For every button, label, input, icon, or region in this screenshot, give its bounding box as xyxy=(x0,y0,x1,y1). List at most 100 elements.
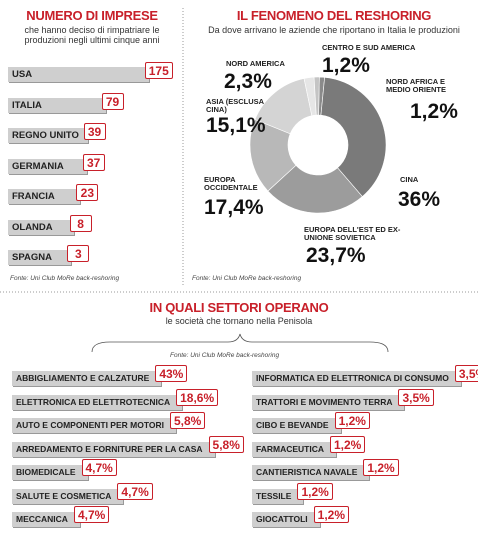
value-label: 1,2% xyxy=(297,482,333,500)
chart-title: IL FENOMENO DEL RESHORING xyxy=(236,8,432,23)
value-label: 4,7% xyxy=(81,459,117,476)
category-label: INFORMATICA ED ELETTRONICA DI CONSUMO xyxy=(256,373,449,383)
slice-label: NORD AFRICA E MEDIO ORIENTE xyxy=(386,77,447,94)
category-label: GERMANIA xyxy=(12,160,64,172)
bar-row: AUTO E COMPONENTI PER MOTORI 5,8% xyxy=(12,412,206,434)
bar: GIOCATTOLI xyxy=(252,512,320,527)
slice-label: NORD AMERICA xyxy=(226,59,285,68)
bar-row: GIOCATTOLI 1,2% xyxy=(252,506,349,528)
category-label: MECCANICA xyxy=(16,514,68,524)
pie-slice xyxy=(267,164,363,214)
bar-row: TESSILE 1,2% xyxy=(252,482,333,505)
chart-title: IN QUALI SETTORI OPERANO xyxy=(149,300,329,315)
slice-value: 36% xyxy=(398,188,441,211)
bar-row: CANTIERISTICA NAVALE 1,2% xyxy=(252,459,399,481)
bar: INFORMATICA ED ELETTRONICA DI CONSUMO xyxy=(252,371,461,386)
category-label: GIOCATTOLI xyxy=(256,514,308,524)
bar: ITALIA xyxy=(8,97,106,113)
value-label: 3 xyxy=(67,245,90,262)
value-label: 5,8% xyxy=(169,412,206,429)
category-label: FRANCIA xyxy=(12,191,55,202)
category-label: ABBIGLIAMENTO E CALZATURE xyxy=(16,373,150,383)
bar: USA xyxy=(8,67,149,82)
category-label: SPAGNA xyxy=(12,252,52,263)
bar-row: FARMACEUTICA 1,2% xyxy=(252,435,366,458)
value-label: 43% xyxy=(155,365,188,382)
category-label: TESSILE xyxy=(256,490,292,501)
value-label: 3,5% xyxy=(454,365,478,382)
slice-label: CINA xyxy=(400,175,419,184)
value-label: 23 xyxy=(76,184,99,201)
bar-row: TRATTORI E MOVIMENTO TERRA 3,5% xyxy=(252,388,434,411)
slice-label: CENTRO E SUD AMERICA xyxy=(322,43,416,52)
bar: OLANDA xyxy=(8,219,74,235)
bar: ELETTRONICA ED ELETTROTECNICA xyxy=(12,394,183,410)
bar-row: BIOMEDICALE 4,7% xyxy=(12,459,117,481)
value-label: 175 xyxy=(144,62,173,79)
source: Fonte: Uni Club MoRe back-reshoring xyxy=(170,352,280,359)
category-label: AUTO E COMPONENTI PER MOTORI xyxy=(16,420,164,430)
bar: BIOMEDICALE xyxy=(12,465,88,480)
value-label: 37 xyxy=(82,153,105,171)
bar: ABBIGLIAMENTO E CALZATURE xyxy=(12,371,162,386)
category-label: BIOMEDICALE xyxy=(16,467,76,477)
source: Fonte: Uni Club MoRe back-reshoring xyxy=(10,275,120,282)
bar: ARREDAMENTO E FORNITURE PER LA CASA xyxy=(12,441,215,457)
bar: FARMACEUTICA xyxy=(252,441,336,457)
bar: REGNO UNITO xyxy=(8,128,88,143)
category-label: ELETTRONICA ED ELETTROTECNICA xyxy=(16,396,171,407)
category-label: SALUTE E COSMETICA xyxy=(16,490,112,501)
value-label: 8 xyxy=(69,214,92,232)
chart-subtitle: Da dove arrivano le aziende che riportan… xyxy=(208,25,460,35)
value-label: 79 xyxy=(101,92,124,110)
bar: AUTO E COMPONENTI PER MOTORI xyxy=(12,418,176,433)
category-label: TRATTORI E MOVIMENTO TERRA xyxy=(256,396,393,407)
value-label: 18,6% xyxy=(176,388,219,406)
bar-row: MECCANICA 4,7% xyxy=(12,506,110,528)
value-label: 1,2% xyxy=(330,435,366,453)
source: Fonte: Uni Club MoRe back-reshoring xyxy=(192,275,302,282)
value-label: 4,7% xyxy=(117,482,153,500)
value-label: 5,8% xyxy=(208,435,244,453)
pie-slice xyxy=(313,76,320,116)
slice-label: ASIA (ESCLUSA CINA) xyxy=(206,97,264,114)
slice-value: 1,2% xyxy=(410,100,458,123)
slice-label: EUROPA DELL'EST ED EX-UNIONE SOVIETICA xyxy=(304,225,401,242)
category-label: ARREDAMENTO E FORNITURE PER LA CASA xyxy=(16,443,203,454)
category-label: ITALIA xyxy=(12,99,42,111)
category-label: OLANDA xyxy=(12,221,53,233)
slice-value: 15,1% xyxy=(206,114,266,137)
bar: GERMANIA xyxy=(8,158,87,174)
bar-row: ABBIGLIAMENTO E CALZATURE 43% xyxy=(12,365,188,387)
bar: SALUTE E COSMETICA xyxy=(12,488,124,504)
value-label: 1,2% xyxy=(363,459,399,476)
category-label: CANTIERISTICA NAVALE xyxy=(256,467,358,477)
value-label: 3,5% xyxy=(398,388,434,406)
slice-value: 2,3% xyxy=(224,70,272,93)
bar-row: SALUTE E COSMETICA 4,7% xyxy=(12,482,153,505)
slice-value: 1,2% xyxy=(322,54,370,77)
value-label: 1,2% xyxy=(313,506,349,523)
bar-row: ARREDAMENTO E FORNITURE PER LA CASA 5,8% xyxy=(12,435,244,458)
bar: FRANCIA xyxy=(8,189,81,204)
category-label: REGNO UNITO xyxy=(12,130,79,141)
category-label: USA xyxy=(12,69,33,80)
bar-row: INFORMATICA ED ELETTRONICA DI CONSUMO 3,5… xyxy=(252,365,478,387)
chart-title: NUMERO DI IMPRESE xyxy=(26,8,158,23)
category-label: CIBO E BEVANDE xyxy=(256,420,329,430)
chart-subtitle: le società che tornano nella Penisola xyxy=(165,316,313,326)
value-label: 4,7% xyxy=(73,506,110,523)
bar: CIBO E BEVANDE xyxy=(252,418,341,433)
chart-subtitle: che hanno deciso di rimpatriare le produ… xyxy=(24,25,160,45)
slice-value: 23,7% xyxy=(306,244,366,267)
bar: TRATTORI E MOVIMENTO TERRA xyxy=(252,394,405,410)
pie-slice xyxy=(320,76,387,198)
slice-value: 17,4% xyxy=(204,196,264,219)
bar-row: ELETTRONICA ED ELETTROTECNICA 18,6% xyxy=(12,388,219,411)
brace xyxy=(91,333,389,353)
value-label: 1,2% xyxy=(334,412,370,429)
bar: MECCANICA xyxy=(12,512,80,527)
bar: SPAGNA xyxy=(8,250,72,265)
